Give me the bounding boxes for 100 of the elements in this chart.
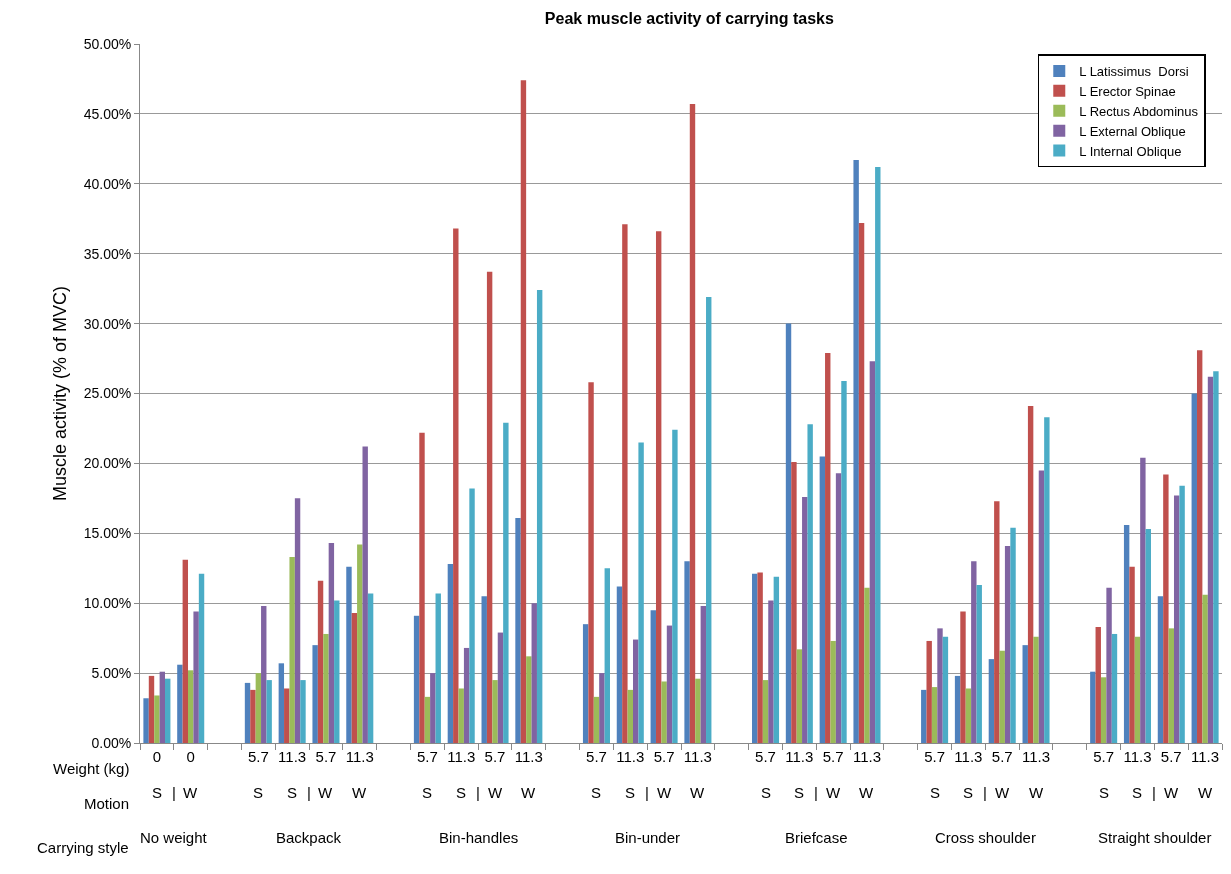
x-tick-label: 11.3 [1191, 748, 1220, 765]
x-tick-label: 5.7 [1093, 748, 1115, 765]
text: S [794, 784, 805, 801]
y-tick-label: 15.00% [83, 525, 132, 542]
x-tick-label: 5.7 [1160, 748, 1182, 765]
bar [143, 698, 149, 743]
bar [971, 561, 977, 743]
bar [148, 675, 155, 743]
bar [841, 380, 847, 743]
text: | [172, 784, 176, 801]
bar [284, 688, 290, 743]
bar [1196, 350, 1203, 743]
text: S [761, 784, 772, 801]
bar [492, 680, 498, 743]
x-tick-label: 5.7 [991, 748, 1013, 765]
bar [1134, 636, 1141, 743]
bar [419, 432, 425, 743]
bar [869, 361, 876, 743]
bar [1044, 417, 1050, 743]
bar [1010, 527, 1016, 743]
text: W [826, 784, 841, 801]
x-tick-label: 5.7 [924, 748, 946, 765]
text: Carrying style [37, 839, 129, 856]
text: W [995, 784, 1010, 801]
text: | [1152, 784, 1156, 801]
bar [954, 675, 961, 743]
x-tick-label: 0 [186, 748, 195, 765]
bar [486, 271, 493, 743]
text: | [476, 784, 480, 801]
text: | [307, 784, 311, 801]
bar [193, 611, 199, 743]
text: Straight shoulder [1098, 829, 1212, 846]
bar [588, 382, 594, 743]
bar [1191, 393, 1197, 743]
bar [593, 696, 600, 743]
x-tick-label: 11.3 [447, 748, 476, 765]
y-tick-label: 50.00% [83, 35, 132, 52]
bar [684, 561, 690, 743]
bar [165, 678, 171, 743]
bar [515, 517, 521, 743]
bar [672, 429, 678, 743]
bar [768, 600, 774, 743]
bar [300, 680, 306, 743]
bar [1202, 594, 1208, 743]
legend-label: L Rectus Abdominus [1079, 103, 1199, 119]
bar [1173, 495, 1180, 743]
bar [323, 633, 329, 743]
bar [921, 689, 927, 743]
bar [289, 557, 295, 743]
bar [999, 650, 1005, 743]
text: W [521, 784, 536, 801]
x-tick-label: 5.7 [755, 748, 776, 765]
text: S [591, 784, 602, 801]
text: Motion [84, 795, 130, 812]
bar [520, 80, 527, 743]
bar [1033, 636, 1039, 743]
bar [627, 689, 633, 743]
bar [937, 628, 943, 743]
x-tick-label: 11.3 [514, 748, 543, 765]
bar [802, 496, 808, 743]
chart-title: Peak muscle activity of carrying tasks [544, 10, 834, 28]
bar [796, 649, 803, 743]
bar [244, 682, 251, 743]
bar [1140, 457, 1146, 743]
bar [695, 678, 701, 743]
bar [531, 603, 537, 743]
bar [965, 688, 972, 743]
y-tick-label: 30.00% [83, 315, 132, 332]
bar [757, 572, 763, 743]
text: Bin-handles [439, 829, 519, 846]
bar [294, 498, 301, 743]
text: W [1198, 784, 1213, 801]
bar [616, 586, 623, 743]
bar [650, 610, 656, 743]
bar [1129, 566, 1135, 743]
x-tick-label: 11.3 [345, 748, 374, 765]
bar [536, 290, 543, 743]
bar [458, 688, 464, 743]
bar [994, 501, 1000, 743]
bar [154, 695, 160, 743]
bar [447, 564, 454, 743]
bar [1145, 529, 1151, 743]
text: S [456, 784, 467, 801]
text: S [930, 784, 941, 801]
text: W [183, 784, 198, 801]
bar [503, 422, 509, 743]
text: S [287, 784, 298, 801]
bar [1022, 645, 1028, 743]
x-tick-label: 5.7 [247, 748, 269, 765]
x-tick-label: 11.3 [785, 748, 814, 765]
text: Cross shoulder [935, 829, 1036, 846]
bar [351, 612, 358, 743]
text: W [352, 784, 367, 801]
y-tick-label: 10.00% [83, 595, 132, 612]
bar [807, 424, 813, 743]
bar [261, 606, 267, 743]
y-tick-label: 0.00% [91, 734, 132, 751]
bar [278, 663, 285, 743]
bar [1095, 626, 1101, 743]
bar [463, 647, 470, 743]
